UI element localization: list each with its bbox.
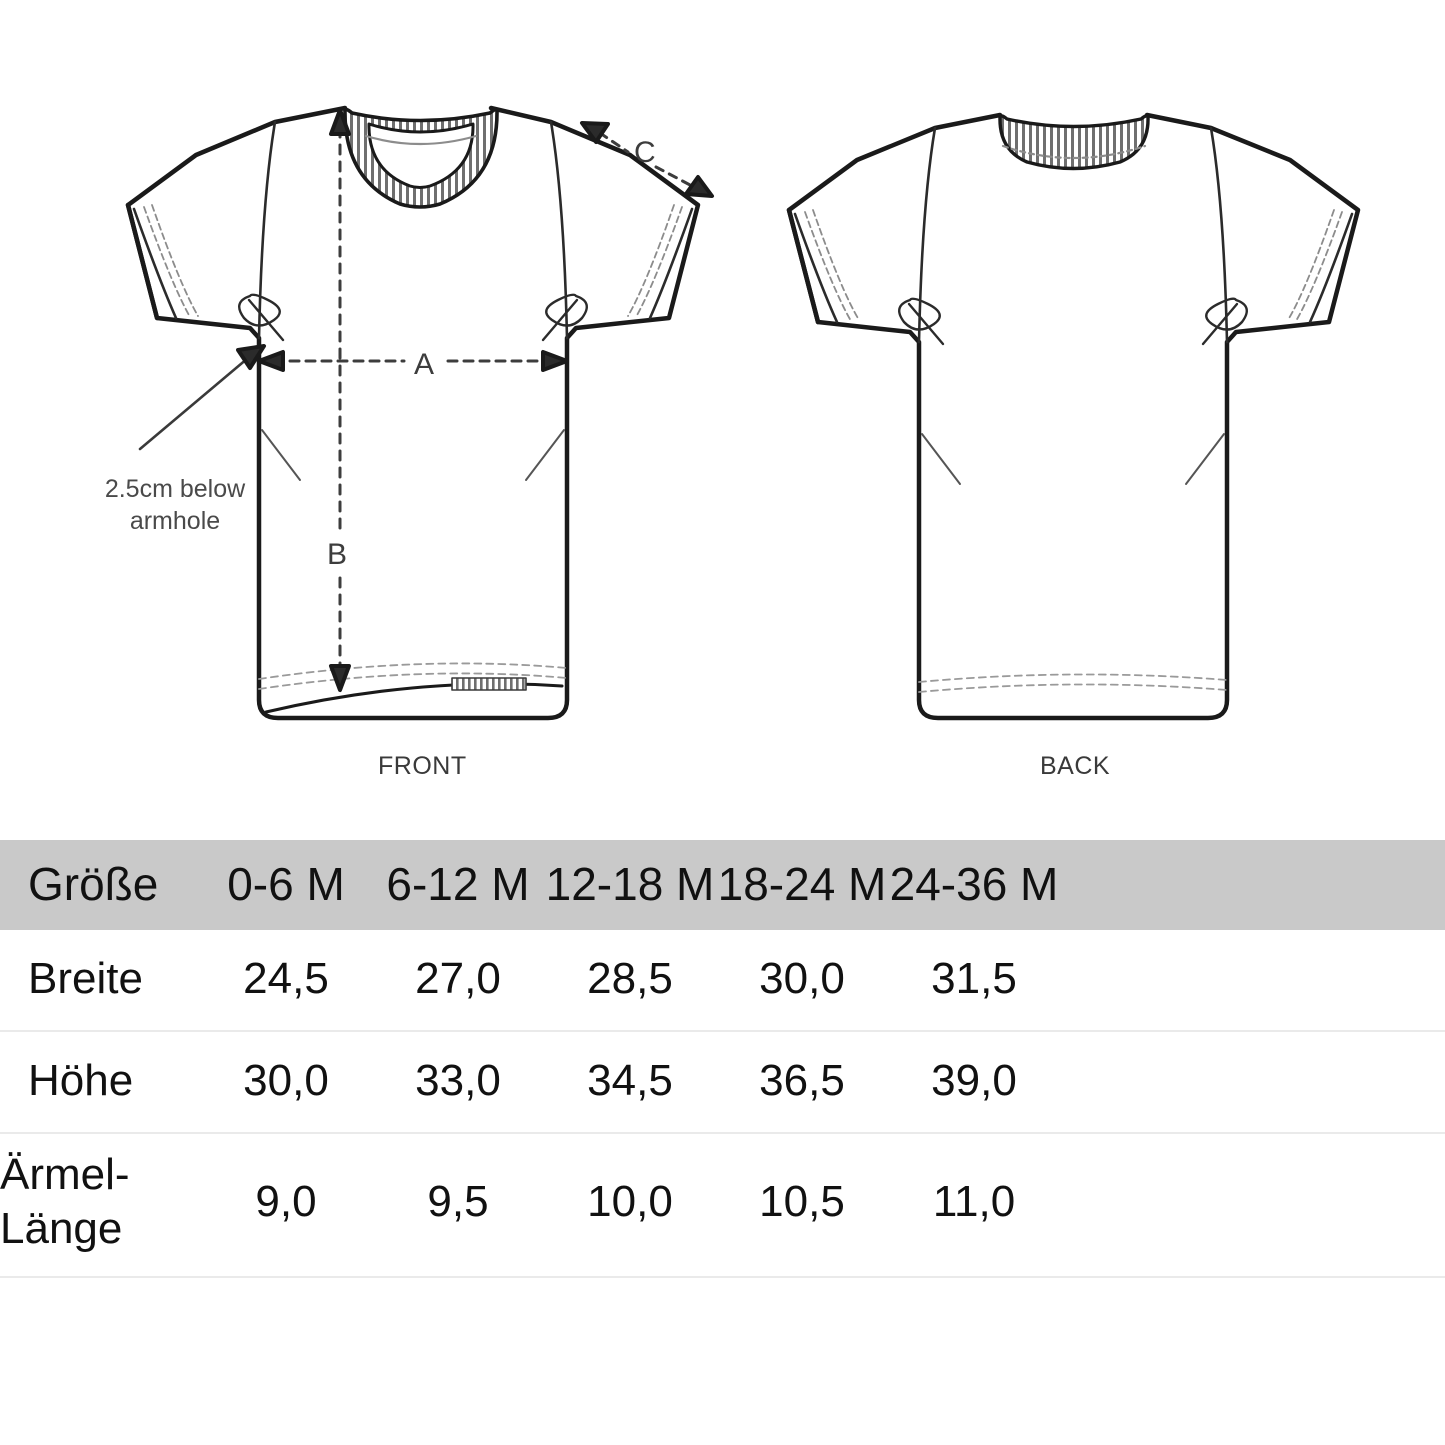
row-label-breite: Breite xyxy=(0,930,200,1032)
table-row: Höhe 30,0 33,0 34,5 36,5 39,0 xyxy=(0,1031,1445,1134)
header-cell-24-36m: 24-36 M xyxy=(888,840,1060,930)
front-collar xyxy=(343,107,499,209)
cell-aermel-18-24m: 10,5 xyxy=(716,1133,888,1278)
cell-aermel-6-12m: 9,5 xyxy=(372,1133,544,1278)
header-cell-size: Größe xyxy=(0,840,200,930)
cell-aermel-12-18m: 10,0 xyxy=(544,1133,716,1278)
dimension-a-label: A xyxy=(414,348,435,381)
cell-breite-24-36m: 31,5 xyxy=(888,930,1060,1032)
cell-hoehe-spacer xyxy=(1060,1031,1445,1134)
header-cell-6-12m: 6-12 M xyxy=(372,840,544,930)
cell-breite-6-12m: 27,0 xyxy=(372,930,544,1032)
header-cell-18-24m: 18-24 M xyxy=(716,840,888,930)
front-shirt-body xyxy=(125,105,701,721)
back-view-caption: BACK xyxy=(1040,752,1111,780)
armhole-leader-line xyxy=(138,344,266,451)
cell-aermel-24-36m: 11,0 xyxy=(888,1133,1060,1278)
measure-b-line xyxy=(329,108,351,692)
header-cell-0-6m: 0-6 M xyxy=(200,840,372,930)
cell-breite-spacer xyxy=(1060,930,1445,1032)
dimension-b-label: B xyxy=(327,538,348,571)
table-row: Breite 24,5 27,0 28,5 30,0 31,5 xyxy=(0,930,1445,1032)
measure-a-line xyxy=(257,350,569,372)
back-collar xyxy=(998,114,1150,171)
cell-hoehe-18-24m: 36,5 xyxy=(716,1031,888,1134)
row-label-aermellaenge: Ärmel- Länge xyxy=(0,1133,200,1278)
table-header-row: Größe 0-6 M 6-12 M 12-18 M 18-24 M 24-36… xyxy=(0,840,1445,930)
cell-aermel-0-6m: 9,0 xyxy=(200,1133,372,1278)
header-cell-12-18m: 12-18 M xyxy=(544,840,716,930)
cell-hoehe-24-36m: 39,0 xyxy=(888,1031,1060,1134)
tshirt-diagram: 2.5cm below armhole A B C FRONT BACK xyxy=(104,105,1361,780)
cell-breite-18-24m: 30,0 xyxy=(716,930,888,1032)
header-cell-spacer xyxy=(1060,840,1445,930)
tshirt-technical-drawing xyxy=(125,105,1361,721)
cell-hoehe-0-6m: 30,0 xyxy=(200,1031,372,1134)
front-view-caption: FRONT xyxy=(378,752,467,780)
size-table-container: Größe 0-6 M 6-12 M 12-18 M 18-24 M 24-36… xyxy=(0,840,1445,1278)
back-shirt-body xyxy=(786,112,1361,721)
row-label-hoehe: Höhe xyxy=(0,1031,200,1134)
cell-hoehe-6-12m: 33,0 xyxy=(372,1031,544,1134)
measure-c-line xyxy=(580,121,714,198)
cell-breite-0-6m: 24,5 xyxy=(200,930,372,1032)
armhole-annotation-label: 2.5cm below armhole xyxy=(104,475,246,535)
dimension-c-label: C xyxy=(634,136,656,169)
cell-hoehe-12-18m: 34,5 xyxy=(544,1031,716,1134)
table-row: Ärmel- Länge 9,0 9,5 10,0 10,5 11,0 xyxy=(0,1133,1445,1278)
cell-breite-12-18m: 28,5 xyxy=(544,930,716,1032)
size-chart-table: Größe 0-6 M 6-12 M 12-18 M 18-24 M 24-36… xyxy=(0,840,1445,1278)
cell-aermel-spacer xyxy=(1060,1133,1445,1278)
